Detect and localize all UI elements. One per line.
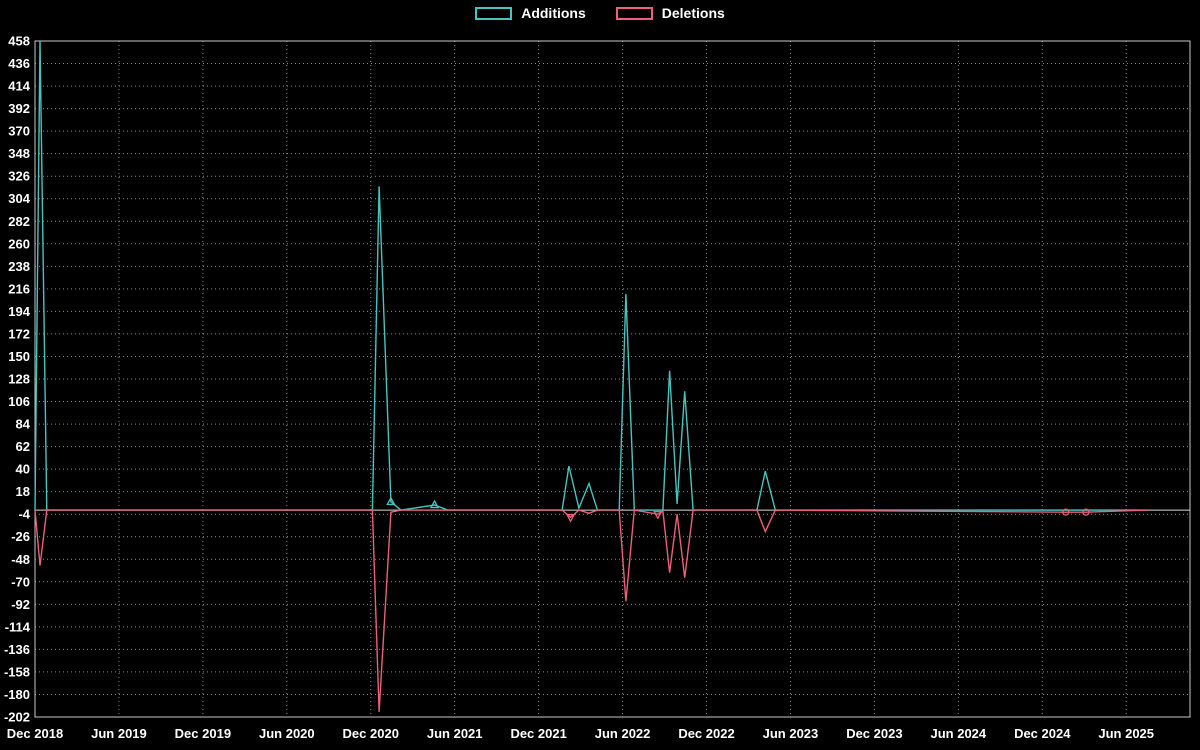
additions-swatch-icon [475, 6, 513, 20]
triangle-down-marker [565, 514, 576, 523]
y-tick-label: 260 [8, 236, 30, 251]
y-tick-label: 370 [8, 124, 30, 139]
y-tick-label: 458 [8, 34, 30, 49]
x-tick-label: Jun 2020 [259, 726, 315, 741]
y-tick-label: 172 [8, 326, 30, 341]
x-tick-label: Dec 2020 [343, 726, 399, 741]
x-tick-label: Dec 2023 [846, 726, 902, 741]
y-tick-label: 18 [16, 484, 30, 499]
y-tick-label: 40 [16, 462, 30, 477]
y-tick-label: 436 [8, 56, 30, 71]
y-tick-label: -158 [4, 664, 30, 679]
y-tick-label: -114 [5, 619, 31, 634]
y-tick-label: -4 [18, 507, 30, 522]
x-tick-label: Jun 2022 [595, 726, 651, 741]
y-tick-label: -26 [11, 529, 30, 544]
legend-item-additions: Additions [475, 5, 586, 21]
triangle-down-marker [653, 510, 663, 520]
y-tick-label: -180 [4, 687, 30, 702]
x-tick-label: Jun 2024 [931, 726, 987, 741]
x-tick-label: Dec 2021 [510, 726, 566, 741]
circle-marker [1062, 508, 1070, 516]
circle-marker [1082, 508, 1090, 516]
y-tick-label: 194 [8, 304, 30, 319]
y-tick-label: 128 [8, 372, 30, 387]
chart-legend: Additions Deletions [0, 5, 1200, 21]
y-tick-label: -48 [11, 552, 30, 567]
y-tick-label: -92 [11, 597, 30, 612]
y-tick-label: 150 [8, 349, 30, 364]
y-tick-label: 282 [8, 214, 30, 229]
legend-item-deletions: Deletions [615, 5, 725, 21]
deletions-swatch-icon [615, 6, 653, 20]
y-tick-label: -202 [4, 710, 30, 725]
x-tick-label: Dec 2019 [175, 726, 231, 741]
x-tick-label: Jun 2023 [763, 726, 819, 741]
y-tick-label: -136 [4, 642, 30, 657]
y-tick-label: 216 [8, 281, 30, 296]
x-tick-label: Dec 2024 [1014, 726, 1071, 741]
legend-label-additions: Additions [521, 5, 586, 21]
legend-label-deletions: Deletions [661, 5, 725, 21]
triangle-up-marker [429, 499, 440, 509]
deletions-line [34, 509, 1149, 712]
y-tick-label: 392 [8, 101, 30, 116]
y-tick-label: -70 [11, 574, 30, 589]
y-tick-label: 304 [8, 191, 30, 206]
plot-border [34, 40, 1191, 718]
x-tick-label: Dec 2022 [678, 726, 734, 741]
x-tick-label: Jun 2019 [91, 726, 147, 741]
y-tick-label: 348 [8, 146, 30, 161]
y-tick-label: 414 [8, 79, 30, 94]
y-tick-label: 62 [16, 439, 30, 454]
x-tick-label: Jun 2021 [427, 726, 483, 741]
y-tick-label: 84 [16, 417, 31, 432]
additions-line [34, 40, 1148, 511]
x-tick-label: Dec 2018 [7, 726, 63, 741]
x-tick-label: Jun 2025 [1098, 726, 1154, 741]
y-tick-label: 326 [8, 169, 30, 184]
y-tick-label: 238 [8, 259, 30, 274]
triangle-up-marker [386, 496, 396, 506]
y-tick-label: 106 [8, 394, 30, 409]
